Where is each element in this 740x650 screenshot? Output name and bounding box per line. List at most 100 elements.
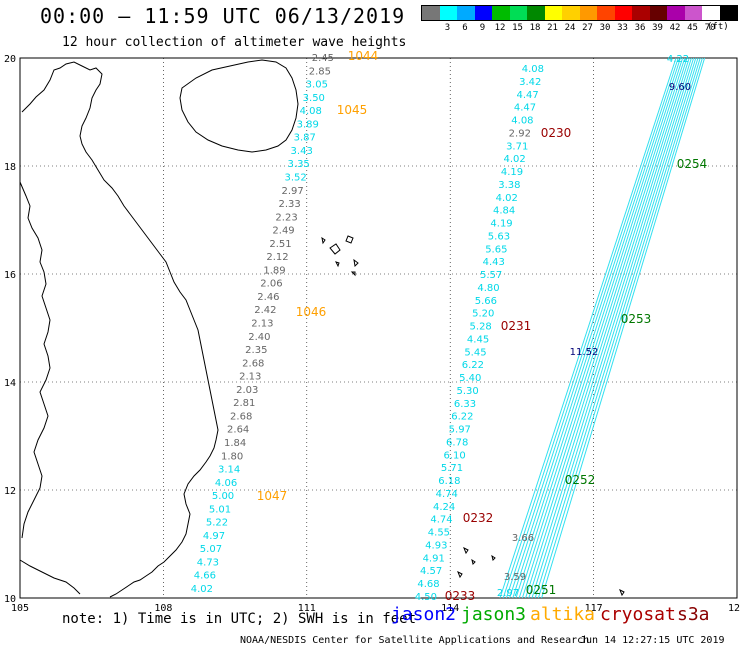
wave-height-track-2: 4.083.424.474.474.082.923.714.024.193.38… [415,64,544,603]
wave-height-label: 4.08 [522,64,544,75]
wave-height-label: 4.02 [503,154,525,165]
wave-height-label: 3.87 [294,133,316,144]
pass-time-label: 0233 [445,589,476,603]
mission-altika: altika [530,604,596,625]
wave-height-label: 5.71 [441,463,463,474]
legend-tick-label: 6 [462,23,468,33]
wave-height-label: 4.06 [215,478,237,489]
wave-height-label: 5.00 [212,491,234,502]
x-tick-label: 114 [441,603,459,614]
wave-height-label: 4.08 [511,116,533,127]
legend-tick-label: 36 [634,23,646,33]
wave-height-label: 2.12 [266,252,288,263]
legend-tick-label: 15 [512,23,523,33]
wave-height-track-1: 2.45 2.85 3.05 3.50 4.08 3.89 3.87 3.43 3.35 3.52… [191,53,334,595]
y-tick-label: 14 [4,378,16,389]
wave-height-label: 1.80 [221,451,243,462]
x-tick-label: 117 [585,603,603,614]
wave-height-label: 3.35 [288,159,310,170]
legend-tick-label: 70 [704,23,716,33]
swath-line [512,57,686,599]
legend-swatch [614,6,632,20]
color-legend: 3 6 9 12 15 18 21 24 27 30 33 36 39 42 45 70 [421,5,738,35]
legend-swatch [422,6,440,20]
wave-height-label: 6.22 [451,412,473,423]
legend-tick-label: 12 [494,23,506,33]
swath-line [525,57,695,599]
swath-line [531,57,699,599]
swath-line [541,57,706,599]
wave-height-label: 2.42 [254,305,276,316]
map-frame [19,57,738,599]
wave-height-label: 4.91 [423,553,445,564]
y-tick-label: 12 [4,486,16,497]
wave-height-label: 3.71 [506,141,528,152]
x-tick-label: 105 [11,603,29,614]
wave-height-label: 4.80 [477,283,499,294]
pass-time-label: 0232 [463,511,494,525]
wave-height-track-3: 4.22 9.60 3.66 3.59 2.97 [497,54,691,599]
swath-line [509,57,684,599]
wave-height-label: 5.97 [449,425,471,436]
wave-height-label: 5.07 [200,544,222,555]
wave-height-label: 4.84 [493,206,515,217]
wave-height-label: 1.84 [224,438,246,449]
legend-swatch [527,6,545,20]
swath-line [518,57,690,599]
wave-height-label: 2.03 [236,385,258,396]
pass-time-label: 0252 [565,473,596,487]
wave-height-label: 3.59 [504,572,526,583]
legend-swatch [702,6,720,20]
wave-height-label: 2.97 [281,186,303,197]
wave-height-label: 2.68 [242,358,264,369]
wave-height-label: 4.55 [428,528,450,539]
x-tick-label: 108 [154,603,172,614]
legend-swatch [562,6,580,20]
legend-tick-label: 42 [669,23,681,33]
legend-swatch [439,6,457,20]
legend-swatches [421,5,738,21]
wave-height-label: 4.93 [425,540,447,551]
wave-height-label: 9.60 [669,82,691,93]
wave-height-label: 2.97 [497,588,519,599]
swath-line [534,57,701,599]
wave-height-label: 4.02 [496,193,518,204]
wave-height-label: 3.38 [498,180,520,191]
pass-time-label: 1045 [337,103,368,117]
axis-ticks: 105 108 111 114 117 120 20 18 16 14 12 10 [4,54,740,614]
legend-tick-label: 21 [547,23,558,33]
wave-height-label: 3.42 [519,77,541,88]
wave-height-label: 4.57 [420,566,442,577]
wave-height-label: 2.85 [309,66,331,77]
wave-height-label: 3.05 [306,80,328,91]
mission-s3a: s3a [677,604,710,625]
wave-height-label: 2.33 [278,199,300,210]
wave-height-label: 2.40 [248,332,270,343]
cyan-swath-lines [499,57,706,599]
wave-height-label: 4.47 [517,90,539,101]
pass-time-label: 0251 [526,583,557,597]
wave-height-label: 1.89 [263,265,285,276]
wave-height-label: 2.35 [245,345,267,356]
wave-height-label: 3.14 [218,465,240,476]
swath-line [515,57,688,599]
islands [321,235,625,597]
wave-height-label: 2.06 [260,279,282,290]
legend-tick-label: 9 [479,23,486,33]
wave-height-label: 4.45 [467,334,489,345]
wave-height-label: 4.02 [191,584,213,595]
pass-time-label: 0254 [677,157,708,171]
wave-height-label: 2.23 [275,212,297,223]
legend-swatch [597,6,615,20]
wave-height-label: 2.46 [257,292,279,303]
wave-height-label: 5.65 [485,244,507,255]
wave-height-label: 6.10 [443,450,465,461]
legend-swatch [719,6,737,20]
swath-line [528,57,697,599]
swath-line [521,57,692,599]
legend-tick-label: 39 [652,23,663,33]
wave-height-label: 4.08 [300,106,322,117]
y-tick-label: 18 [4,162,16,173]
legend-swatch [457,6,475,20]
wave-height-label: 2.13 [239,372,261,383]
